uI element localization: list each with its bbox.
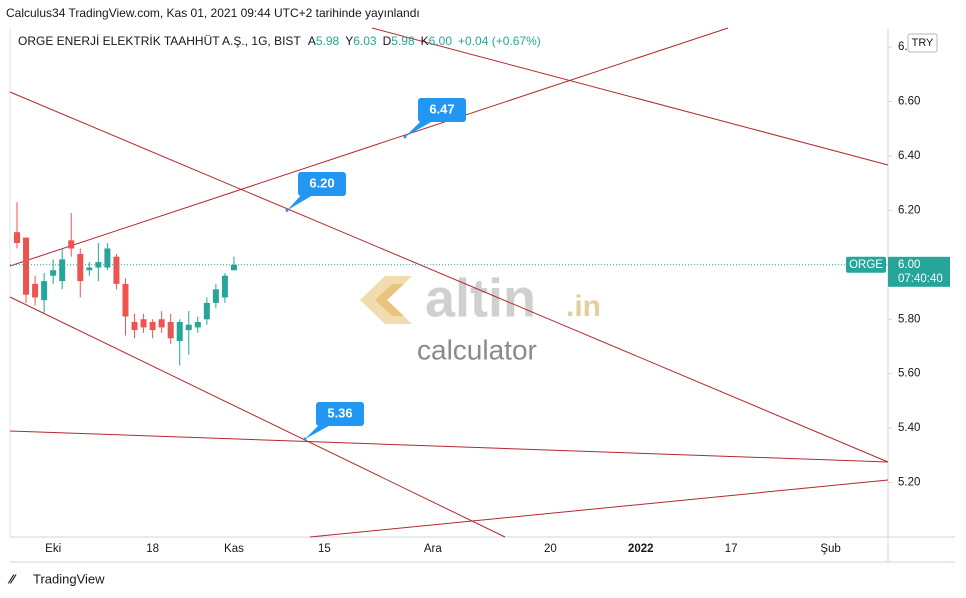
trend-line	[371, 27, 889, 166]
y-tick-label: 6.60	[898, 96, 920, 108]
y-tick-label: 5.40	[898, 422, 920, 434]
callout-pointer	[287, 192, 318, 211]
ohlc-key: D	[383, 34, 392, 48]
price-tag-countdown: 07:40:40	[898, 273, 943, 285]
candle-body	[50, 270, 57, 276]
x-tick-label: 20	[544, 543, 557, 555]
candle-body	[230, 264, 237, 271]
candle-body	[140, 319, 147, 328]
trend-line	[9, 296, 506, 538]
candle-body	[212, 289, 219, 303]
x-tick-label: 15	[318, 543, 331, 555]
ohlc-key: K	[421, 34, 429, 48]
candle-body	[77, 253, 84, 282]
callout-pointer	[305, 422, 336, 440]
y-tick-label: 5.20	[898, 477, 920, 489]
callout-box	[298, 172, 346, 196]
currency-label: TRY	[912, 37, 934, 49]
candle-body	[104, 248, 111, 268]
candle-body	[23, 237, 30, 295]
x-tick-label: 2022	[628, 543, 654, 555]
watermark-brand: altin	[425, 268, 536, 328]
candle-body	[149, 321, 156, 331]
candle-body	[131, 321, 138, 331]
candle-body	[167, 321, 174, 339]
x-tick-label: 17	[725, 543, 738, 555]
symbol-legend: ORGE ENERJİ ELEKTRİK TAAHHÜT A.Ş., 1G, B…	[18, 34, 541, 48]
watermark-subtitle: calculator	[417, 334, 537, 365]
candle-body	[194, 321, 201, 328]
published-note: Calculus34 TradingView.com, Kas 01, 2021…	[6, 6, 420, 20]
x-tick-label: 18	[146, 543, 159, 555]
y-tick-label: 5.60	[898, 368, 920, 380]
currency-box	[907, 33, 938, 53]
y-tick-label: 6.	[898, 41, 908, 53]
trend-lines	[9, 27, 889, 538]
y-tick-label: 6.40	[898, 150, 920, 162]
candle-body	[41, 281, 48, 301]
trend-line	[9, 27, 729, 267]
callout-box	[316, 402, 364, 426]
trend-line	[309, 479, 889, 538]
x-tick-label: Eki	[45, 543, 61, 555]
plot: 5.20 5.40 5.60 5.80 6.00 6.20 6.40 6.60 6. Eki 18 K…	[10, 41, 950, 555]
candle-body	[14, 232, 20, 244]
candle-body	[176, 321, 183, 342]
price-tag-label: 6.00	[898, 259, 920, 271]
callout-point	[303, 437, 307, 441]
candle-body	[86, 267, 93, 271]
callout-point	[285, 208, 289, 212]
x-tick-label: Şub	[820, 543, 840, 555]
y-tick-label: 5.80	[898, 313, 920, 325]
candle-body	[185, 324, 192, 331]
trend-line	[9, 91, 889, 463]
callout-label: 6.20	[309, 175, 334, 190]
ohlc-value: 5.98	[316, 34, 340, 48]
candle-body	[95, 262, 102, 268]
ohlc-key: Y	[345, 34, 353, 48]
y-tick-label: 6.20	[898, 204, 920, 216]
watermark-logo	[375, 284, 404, 316]
symbol-name: ORGE ENERJİ ELEKTRİK TAAHHÜT A.Ş., 1G, B…	[18, 34, 301, 48]
callout-box	[418, 98, 466, 122]
ohlc-value: 6.00	[429, 34, 453, 48]
ohlc-value: 6.03	[353, 34, 377, 48]
candle-body	[203, 302, 210, 320]
candle-body	[113, 256, 120, 284]
x-tick-label: Ara	[424, 543, 443, 555]
symbol-tag	[846, 256, 886, 273]
watermark: altin .in calculator	[360, 268, 601, 365]
x-tick-label: Kas	[224, 543, 244, 555]
callout-pointer	[405, 118, 438, 137]
watermark-tld: .in	[566, 290, 601, 323]
change: +0.04 (+0.67%)	[458, 34, 541, 48]
candle-body	[68, 240, 75, 249]
ohlc-value: 5.98	[391, 34, 415, 48]
candle-body	[158, 319, 165, 328]
candle-body	[122, 283, 129, 317]
candle-body	[59, 259, 66, 282]
footer-logo-text: TradingView	[33, 571, 105, 586]
callout-label: 6.47	[429, 101, 454, 116]
callout-label: 5.36	[327, 405, 352, 420]
symbol-tag-label: ORGE	[849, 259, 883, 271]
ohlc-key: A	[308, 34, 316, 48]
footer: ⁄⁄ TradingView	[7, 571, 105, 586]
trend-line	[9, 430, 889, 463]
callout-point	[403, 135, 407, 139]
candle-body	[32, 283, 39, 298]
price-tag	[888, 256, 950, 287]
footer-logo-icon: ⁄⁄	[7, 571, 17, 586]
candle-body	[221, 275, 228, 298]
